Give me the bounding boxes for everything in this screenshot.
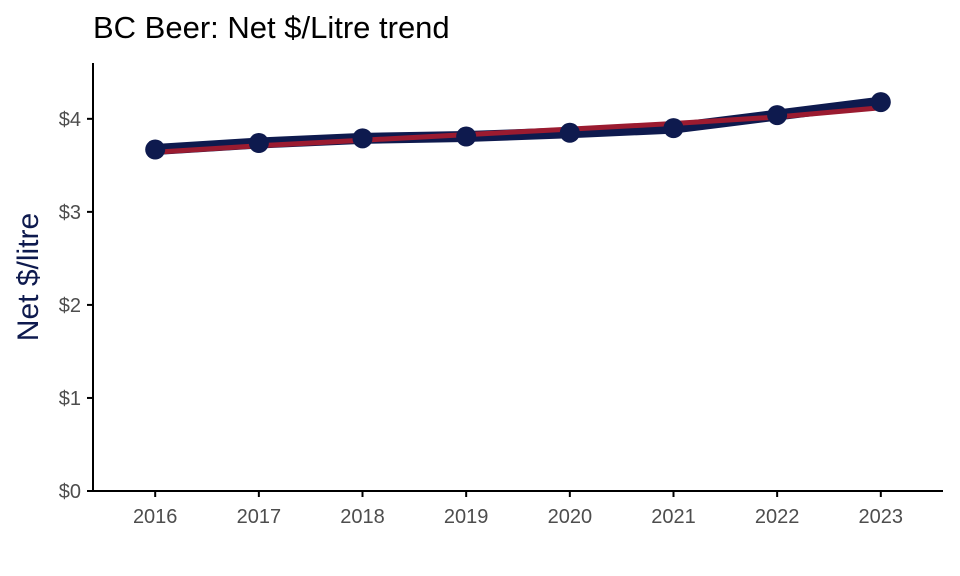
y-tick-label: $2 — [59, 295, 81, 317]
data-point — [663, 118, 684, 139]
y-tick-label: $4 — [59, 109, 81, 131]
x-tick-label: 2022 — [755, 506, 800, 528]
data-point — [767, 105, 788, 126]
data-point — [559, 122, 580, 143]
y-tick-label: $3 — [59, 202, 81, 224]
x-tick-label: 2016 — [133, 506, 178, 528]
x-tick-label: 2023 — [859, 506, 904, 528]
x-tick-label: 2020 — [548, 506, 593, 528]
chart-title: BC Beer: Net $/Litre trend — [93, 10, 450, 45]
x-tick-label: 2018 — [340, 506, 385, 528]
y-tick-label: $1 — [59, 388, 81, 410]
data-point — [352, 128, 373, 149]
x-tick-label: 2017 — [237, 506, 282, 528]
data-point — [456, 126, 477, 147]
plot-area: $0 $1 $2 $3 $4 2016 2017 2018 2019 2020 2021 2022 20… — [59, 63, 943, 528]
x-tick-label: 2019 — [444, 506, 489, 528]
y-tick-label: $0 — [59, 481, 81, 503]
x-tick-label: 2021 — [651, 506, 696, 528]
series-line-trend — [152, 105, 884, 155]
data-point — [870, 92, 891, 113]
y-axis-title: Net $/litre — [12, 213, 45, 341]
data-point — [145, 139, 166, 160]
data-point — [248, 133, 269, 154]
